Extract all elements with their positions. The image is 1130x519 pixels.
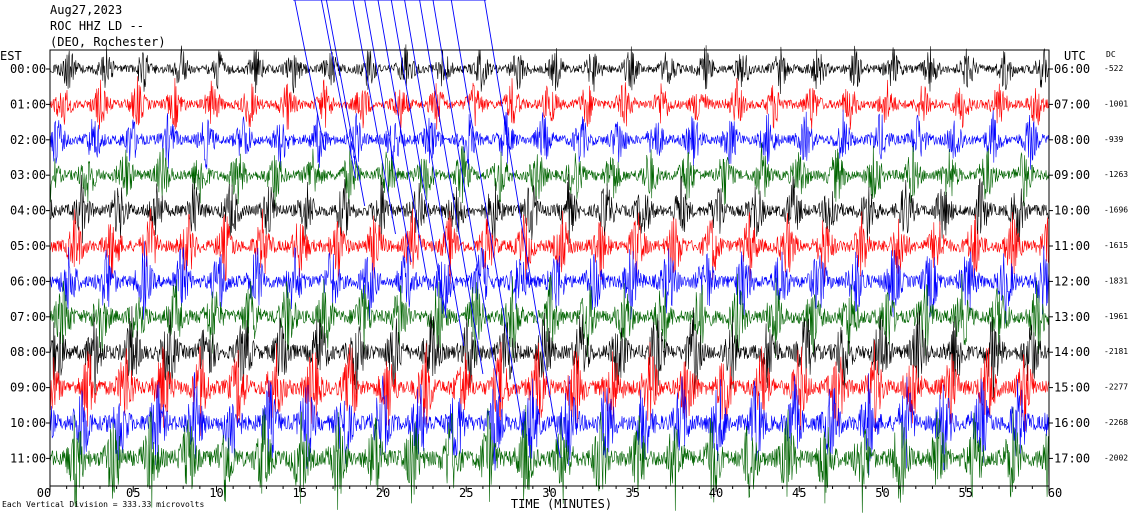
x-tick-label: 05: [126, 486, 140, 500]
x-tick-label: 45: [792, 486, 806, 500]
date-label: Aug27,2023: [50, 3, 123, 17]
est-hour-label: 03:00: [10, 168, 46, 182]
dc-offset-label: -1831: [1104, 276, 1128, 285]
vertical-division-note: Each Vertical Division = 333.33 microvol…: [2, 500, 205, 509]
est-hour-label: 07:00: [10, 310, 46, 324]
est-hour-label: 10:00: [10, 416, 46, 430]
dc-offset-label: -1263: [1104, 170, 1128, 179]
seismic-trace-0800: [49, 306, 1050, 399]
x-tick-label: 00: [37, 486, 51, 500]
est-hour-label: 04:00: [10, 204, 46, 218]
est-zone-label: EST: [0, 49, 22, 63]
dc-offset-label: -1696: [1104, 206, 1128, 215]
dc-header-label: DC: [1106, 50, 1116, 59]
est-hour-label: 02:00: [10, 133, 46, 147]
seismic-trace-0200: [49, 109, 1050, 170]
x-tick-label: 50: [875, 486, 889, 500]
dc-offset-label: -1615: [1104, 241, 1128, 250]
utc-hour-label: 12:00: [1054, 274, 1090, 288]
x-tick-label: 35: [626, 486, 640, 500]
utc-hour-label: 15:00: [1054, 381, 1090, 395]
seismic-trace-0400: [49, 173, 1050, 244]
utc-hour-label: 11:00: [1054, 239, 1090, 253]
seismic-trace-0100: [49, 76, 1050, 131]
station-label: ROC HHZ LD --: [50, 19, 144, 33]
est-hour-label: 06:00: [10, 274, 46, 288]
est-hour-label: 11:00: [10, 451, 46, 465]
seismic-trace-0900: [49, 340, 1050, 436]
utc-zone-label: UTC: [1064, 49, 1086, 63]
x-axis-title: TIME (MINUTES): [511, 497, 612, 511]
seismic-trace-0000: [49, 44, 1050, 95]
location-label: (DEO, Rochester): [50, 35, 166, 49]
utc-hour-label: 10:00: [1054, 204, 1090, 218]
utc-hour-label: 08:00: [1054, 133, 1090, 147]
est-hour-label: 09:00: [10, 381, 46, 395]
est-hour-label: 01:00: [10, 97, 46, 111]
seismic-trace-0700: [49, 273, 1050, 362]
teleseismic-spikes: [293, 0, 561, 459]
est-hour-label: 00:00: [10, 62, 46, 76]
seismic-trace-0300: [49, 142, 1050, 207]
seismic-trace-1000: [49, 372, 1050, 476]
x-tick-label: 15: [293, 486, 307, 500]
x-tick-label: 10: [209, 486, 223, 500]
dc-offset-label: -522: [1104, 64, 1123, 73]
est-hour-label: 08:00: [10, 345, 46, 359]
seismic-trace-1100: [49, 404, 1050, 513]
utc-hour-label: 13:00: [1054, 310, 1090, 324]
utc-hour-label: 14:00: [1054, 345, 1090, 359]
utc-hour-label: 06:00: [1054, 62, 1090, 76]
utc-hour-label: 07:00: [1054, 97, 1090, 111]
dc-offset-label: -2277: [1104, 383, 1128, 392]
est-hour-label: 05:00: [10, 239, 46, 253]
x-tick-label: 60: [1048, 486, 1062, 500]
x-tick-label: 20: [376, 486, 390, 500]
utc-hour-label: 16:00: [1054, 416, 1090, 430]
x-tick-label: 55: [959, 486, 973, 500]
dc-offset-label: -939: [1104, 135, 1123, 144]
dc-offset-label: -1961: [1104, 312, 1128, 321]
x-tick-label: 40: [709, 486, 723, 500]
dc-offset-label: -2002: [1104, 453, 1128, 462]
x-tick-label: 30: [542, 486, 556, 500]
utc-hour-label: 09:00: [1054, 168, 1090, 182]
dc-offset-label: -2181: [1104, 347, 1128, 356]
seismic-trace-0500: [49, 208, 1050, 285]
dc-offset-label: -2268: [1104, 418, 1128, 427]
utc-hour-label: 17:00: [1054, 451, 1090, 465]
x-tick-label: 25: [459, 486, 473, 500]
dc-offset-label: -1001: [1104, 99, 1128, 108]
